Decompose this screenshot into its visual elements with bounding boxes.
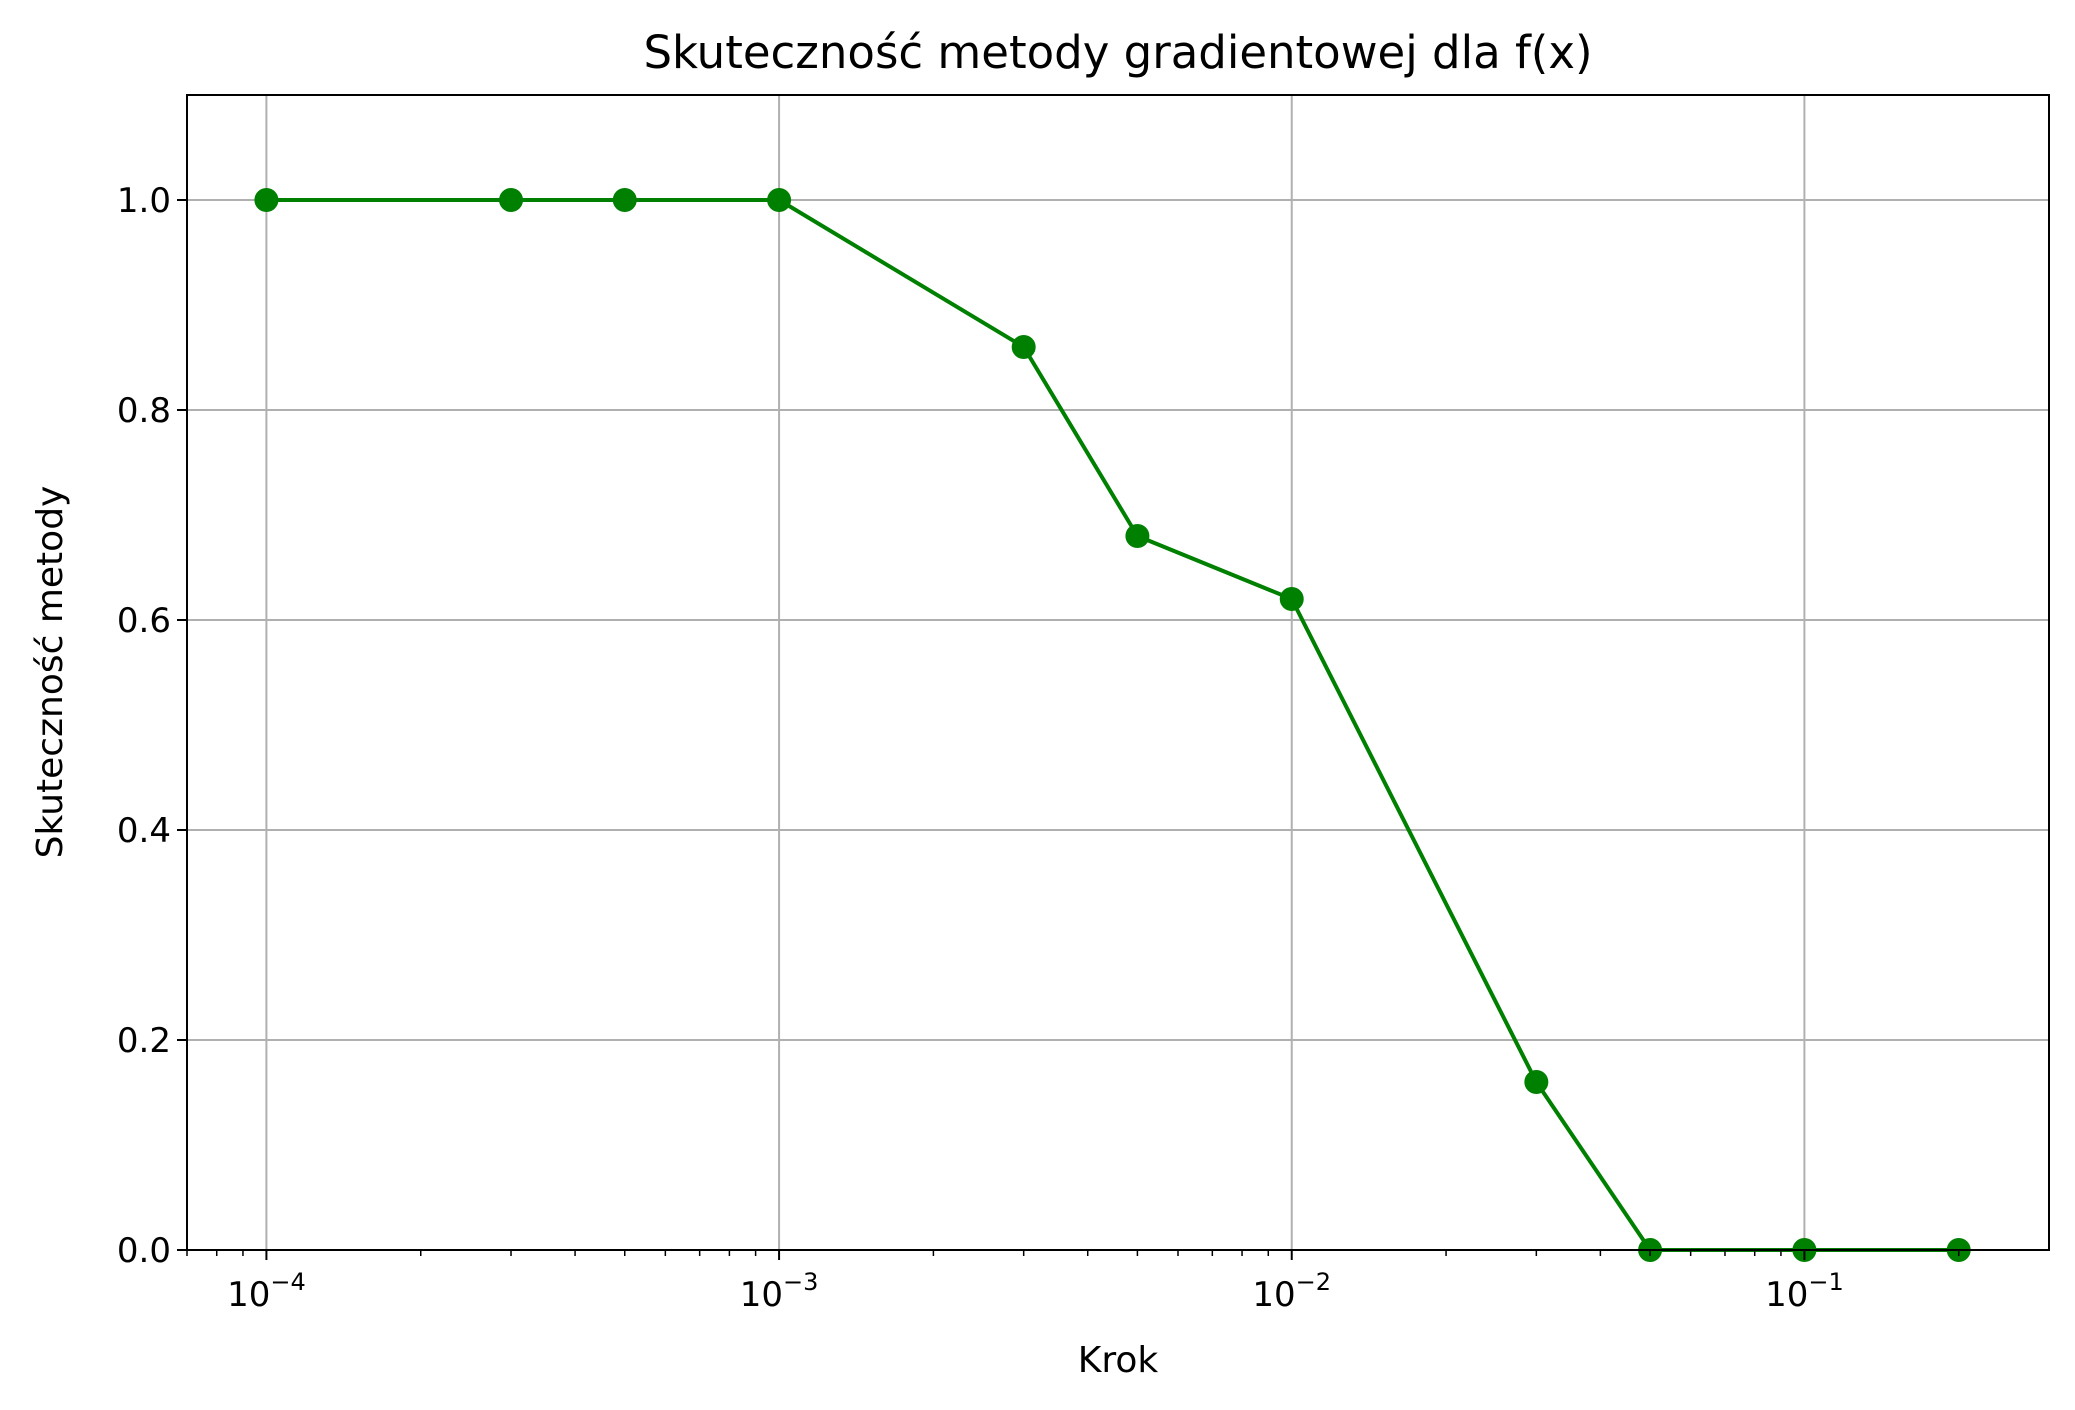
x-tick-base: 10 (1252, 1275, 1295, 1315)
data-point (1011, 335, 1036, 359)
y-tick-label: 0.6 (117, 601, 171, 641)
x-tick-base: 10 (1765, 1275, 1808, 1315)
y-tick-label: 0.8 (117, 391, 171, 431)
y-tick-label: 0.2 (117, 1021, 171, 1061)
x-tick-label: 10−4 (227, 1268, 306, 1315)
data-point (612, 188, 637, 212)
x-tick-exponent: −1 (1808, 1268, 1843, 1296)
data-point (254, 188, 279, 212)
data-point (1125, 524, 1150, 548)
x-tick-exponent: −3 (783, 1268, 818, 1296)
data-point (767, 188, 792, 212)
x-tick-exponent: −2 (1296, 1268, 1331, 1296)
x-tick-label: 10−2 (1252, 1268, 1331, 1315)
y-tick-label: 0.4 (117, 811, 171, 851)
y-axis-label: Skuteczność metody (30, 486, 71, 859)
chart-title: Skuteczność metody gradientowej dla f(x) (643, 26, 1592, 79)
y-tick-label: 0.0 (117, 1231, 171, 1271)
y-tick-label: 1.0 (117, 181, 171, 221)
x-tick-base: 10 (227, 1275, 270, 1315)
data-point (1279, 587, 1304, 611)
data-point (499, 188, 524, 212)
x-tick-exponent: −4 (270, 1268, 305, 1296)
data-point (1524, 1070, 1549, 1094)
x-tick-label: 10−1 (1765, 1268, 1844, 1315)
plot-frame (186, 94, 2050, 1251)
x-tick-base: 10 (740, 1275, 783, 1315)
x-axis-label: Krok (1078, 1340, 1159, 1381)
x-tick-label: 10−3 (740, 1268, 819, 1315)
ticks: 0.00.20.40.60.81.010−4 10−3 10−2 10−1 (117, 181, 1960, 1315)
